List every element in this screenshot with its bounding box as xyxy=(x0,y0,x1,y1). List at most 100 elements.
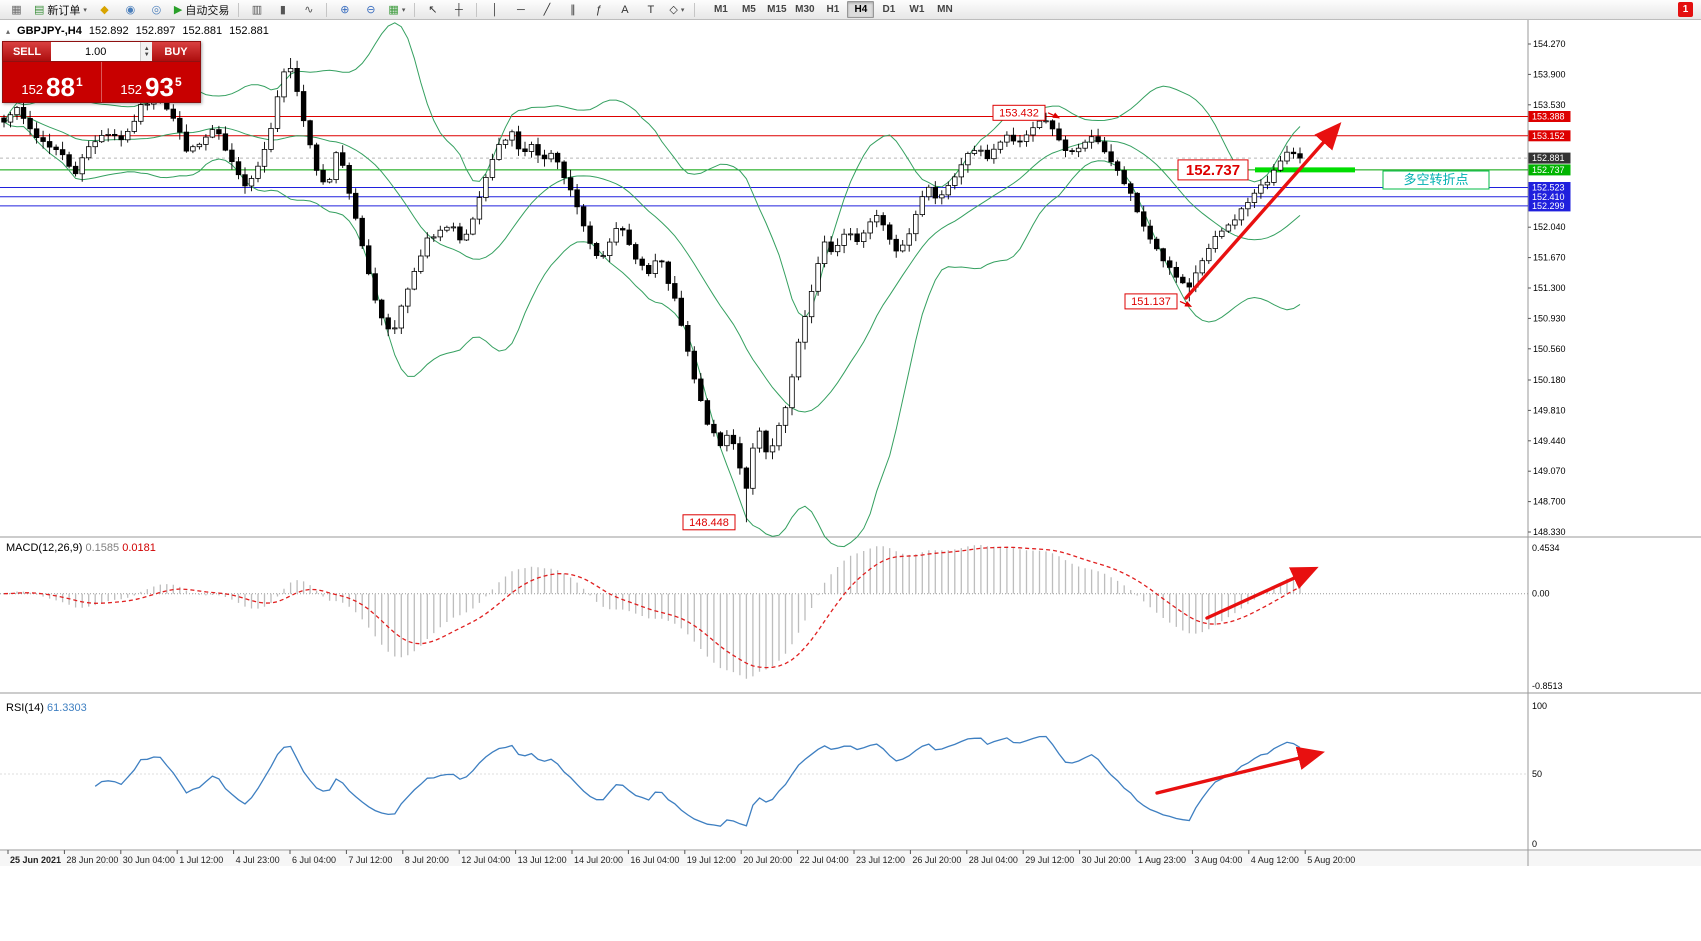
svg-text:16 Jul 04:00: 16 Jul 04:00 xyxy=(630,855,679,865)
timeframe-m1-button[interactable]: M1 xyxy=(713,4,728,15)
svg-text:148.448: 148.448 xyxy=(689,517,729,529)
price-axis[interactable]: 154.270 153.900 153.530 152.040 151.670 151.3… xyxy=(1528,39,1571,537)
autotrading-button[interactable]: ▶ 自动交易 xyxy=(170,0,233,19)
svg-text:0.00: 0.00 xyxy=(1532,589,1550,599)
svg-text:28 Jul 04:00: 28 Jul 04:00 xyxy=(969,855,1018,865)
svg-text:152.299: 152.299 xyxy=(1532,201,1565,211)
text-button[interactable]: A xyxy=(612,0,637,19)
svg-text:151.670: 151.670 xyxy=(1533,253,1566,263)
timeframe-m5-button[interactable]: M5 xyxy=(741,4,756,15)
crosshair-icon: ┼ xyxy=(454,3,463,16)
zoom-out-button[interactable]: ⊖ xyxy=(358,0,383,19)
vertical-line-button[interactable]: │ xyxy=(482,0,507,19)
label-button[interactable]: T xyxy=(638,0,663,19)
channel-icon: ∥ xyxy=(570,4,576,16)
zoom-in-icon: ⊕ xyxy=(340,4,350,16)
text-icon: A xyxy=(621,3,629,16)
crosshair-button[interactable]: ┼ xyxy=(446,0,471,19)
buy-price[interactable]: 152 93 5 xyxy=(101,62,200,102)
ohlc-low: 152.881 xyxy=(182,25,223,37)
volume-down-button[interactable]: ▼ xyxy=(143,51,150,58)
svg-text:6 Jul 04:00: 6 Jul 04:00 xyxy=(292,855,336,865)
svg-text:13 Jul 12:00: 13 Jul 12:00 xyxy=(518,855,567,865)
profile-button[interactable]: ◉ xyxy=(118,0,143,19)
zoom-in-button[interactable]: ⊕ xyxy=(332,0,357,19)
notification-badge[interactable]: 1 xyxy=(1678,2,1693,17)
shapes-icon: ◇ xyxy=(669,4,678,16)
svg-text:4 Jul 23:00: 4 Jul 23:00 xyxy=(236,855,280,865)
macd-panel[interactable]: MACD(12,26,9) 0.1585 0.0181 0.4534 0.00 -0.… xyxy=(0,542,1563,691)
svg-text:150.180: 150.180 xyxy=(1533,375,1566,385)
svg-text:153.530: 153.530 xyxy=(1533,100,1566,110)
community-button[interactable]: ◎ xyxy=(144,0,169,19)
sell-button[interactable]: SELL xyxy=(3,42,51,61)
svg-text:149.070: 149.070 xyxy=(1533,466,1566,476)
dropdown-caret-icon: ▾ xyxy=(680,6,685,14)
indicator-list-button[interactable]: ◆ xyxy=(92,0,117,19)
svg-text:30 Jun 04:00: 30 Jun 04:00 xyxy=(123,855,175,865)
svg-text:4 Aug 12:00: 4 Aug 12:00 xyxy=(1251,855,1299,865)
svg-text:154.270: 154.270 xyxy=(1533,39,1566,49)
svg-text:-0.8513: -0.8513 xyxy=(1532,681,1563,691)
candle-chart-mode-button[interactable]: ▮ xyxy=(270,0,295,19)
trendline-button[interactable]: ╱ xyxy=(534,0,559,19)
sell-price[interactable]: 152 88 1 xyxy=(21,71,83,102)
dropdown-caret-icon: ▾ xyxy=(401,6,406,14)
indicator-icon: ◆ xyxy=(100,4,109,16)
symbol-marker-icon: ▴ xyxy=(6,26,11,36)
timeframe-w1-button[interactable]: W1 xyxy=(909,4,925,15)
tile-windows-icon: ▦ xyxy=(388,4,399,16)
svg-text:23 Jul 12:00: 23 Jul 12:00 xyxy=(856,855,905,865)
svg-text:29 Jul 12:00: 29 Jul 12:00 xyxy=(1025,855,1074,865)
main-price-panel[interactable] xyxy=(0,22,1528,548)
svg-text:1 Jul 12:00: 1 Jul 12:00 xyxy=(179,855,223,865)
svg-text:152.523: 152.523 xyxy=(1532,183,1565,193)
channel-button[interactable]: ∥ xyxy=(560,0,585,19)
candlestick-icon: ▮ xyxy=(279,4,286,16)
chart-window-icon: ▦ xyxy=(11,4,22,16)
timeframe-m15-button[interactable]: M15 xyxy=(767,4,787,15)
rsi-panel[interactable]: RSI(14) 61.3303 100 50 0 xyxy=(0,701,1547,849)
symbol-ohlc-line: ▴ GBPJPY-,H4 152.892 152.897 152.881 152… xyxy=(6,25,269,37)
svg-text:152.040: 152.040 xyxy=(1533,222,1566,232)
svg-text:0.4534: 0.4534 xyxy=(1532,543,1560,553)
chart-annotations: 153.432 151.137 148.448 152.737 多空转折点 xyxy=(682,104,1490,795)
tile-windows-button[interactable]: ▦ ▾ xyxy=(384,0,409,19)
timeframe-h4-button[interactable]: H4 xyxy=(847,1,875,18)
autotrading-button-label: 自动交易 xyxy=(185,4,230,17)
timeframe-m30-button[interactable]: M30 xyxy=(795,4,815,15)
svg-text:153.152: 153.152 xyxy=(1532,131,1565,141)
trendline-icon: ╱ xyxy=(543,4,551,16)
shapes-button[interactable]: ◇ ▾ xyxy=(664,0,689,19)
svg-text:151.300: 151.300 xyxy=(1533,283,1566,293)
profile-icon: ◉ xyxy=(125,4,136,16)
svg-text:30 Jul 20:00: 30 Jul 20:00 xyxy=(1082,855,1131,865)
horizontal-line-button[interactable]: ─ xyxy=(508,0,533,19)
cursor-button[interactable]: ↖ xyxy=(420,0,445,19)
volume-up-button[interactable]: ▲ xyxy=(143,45,150,52)
timeframe-mn-button[interactable]: MN xyxy=(937,4,953,15)
time-axis[interactable]: 25 Jun 2021 28 Jun 20:00 30 Jun 04:00 1 Jul… xyxy=(7,850,1355,865)
svg-text:25 Jun 2021: 25 Jun 2021 xyxy=(10,855,61,865)
ohlc-open: 152.892 xyxy=(88,25,129,37)
chart-window[interactable]: MACD(12,26,9) 0.1585 0.0181 0.4534 0.00 -0.… xyxy=(0,20,1701,941)
price-chart-canvas[interactable]: MACD(12,26,9) 0.1585 0.0181 0.4534 0.00 -0.… xyxy=(0,20,1701,941)
timeframe-d1-button[interactable]: D1 xyxy=(882,4,896,15)
toolbar-separator xyxy=(326,2,328,17)
new-order-button[interactable]: ▤ 新订单 ▾ xyxy=(30,0,91,19)
line-chart-mode-button[interactable]: ∿ xyxy=(296,0,321,19)
svg-text:148.700: 148.700 xyxy=(1533,497,1566,507)
toolbar-separator xyxy=(238,2,240,17)
chart-window-button[interactable]: ▦ xyxy=(4,0,29,19)
vertical-line-icon: │ xyxy=(491,3,499,16)
dropdown-caret-icon: ▾ xyxy=(83,6,87,14)
volume-input[interactable] xyxy=(51,42,141,61)
bar-chart-mode-button[interactable]: ▥ xyxy=(244,0,269,19)
toolbar-separator xyxy=(694,2,696,17)
svg-text:8 Jul 20:00: 8 Jul 20:00 xyxy=(405,855,449,865)
buy-button[interactable]: BUY xyxy=(152,42,200,61)
ohlc-close: 152.881 xyxy=(229,25,269,37)
fibonacci-button[interactable]: ƒ xyxy=(586,0,611,19)
timeframe-h1-button[interactable]: H1 xyxy=(826,4,840,15)
